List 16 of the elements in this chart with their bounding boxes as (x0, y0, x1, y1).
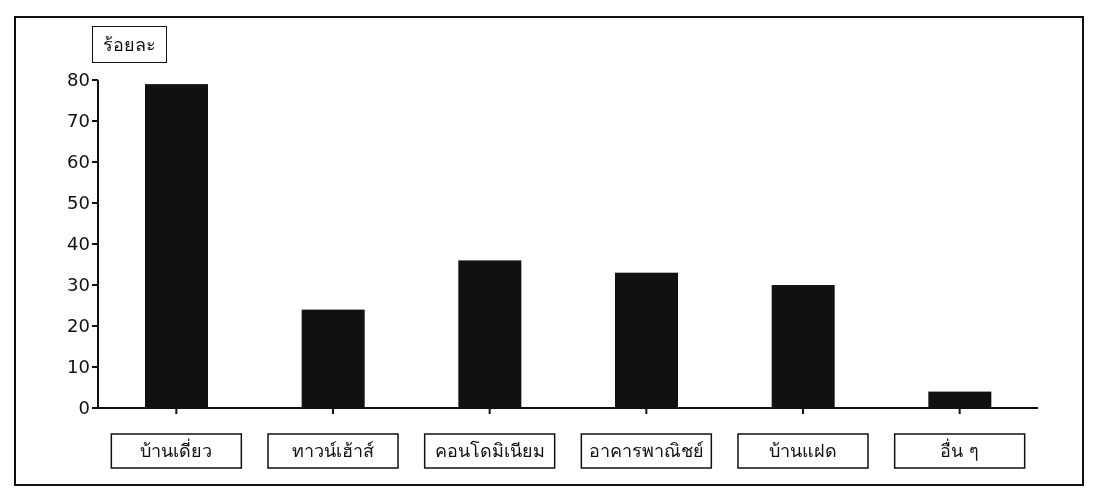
y-axis-title: ร้อยละ (92, 26, 167, 63)
y-tick-label: 60 (67, 151, 90, 173)
y-tick-label: 70 (67, 110, 90, 132)
x-tick-label: บ้านเดี่ยว (140, 438, 213, 461)
x-tick-label: ทาวน์เฮ้าส์ (292, 440, 374, 461)
y-tick-label: 40 (67, 233, 90, 255)
y-tick-label: 80 (67, 69, 90, 91)
y-tick-label: 20 (67, 315, 90, 337)
y-tick-label: 10 (67, 356, 90, 378)
x-tick-label: คอนโดมิเนียม (434, 440, 545, 461)
x-tick-label: อื่น ๆ (940, 438, 980, 461)
x-tick-label: อาคารพาณิชย์ (588, 440, 704, 461)
x-tick-label: บ้านแฝด (769, 440, 837, 461)
y-tick-label: 0 (78, 397, 90, 419)
y-tick-label: 50 (67, 192, 90, 214)
y-tick-label: 30 (67, 274, 90, 296)
